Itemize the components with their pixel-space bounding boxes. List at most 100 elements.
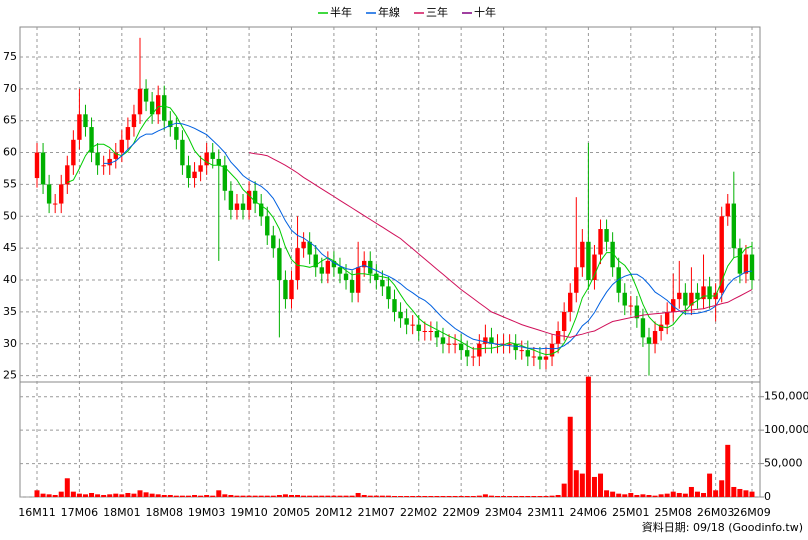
x-tick-label: 23M11 xyxy=(527,506,565,519)
volume-bar xyxy=(579,473,585,497)
candle-body xyxy=(258,203,264,217)
candle-body xyxy=(265,216,270,236)
candle-body xyxy=(283,280,288,300)
volume-bar xyxy=(143,492,149,497)
candle-body xyxy=(410,324,415,326)
candle-body xyxy=(555,331,561,344)
candle-body xyxy=(337,267,343,274)
legend-label: 年線 xyxy=(378,5,400,19)
y-tick-label: 60 xyxy=(3,146,17,159)
candle-body xyxy=(537,356,543,360)
volume-bar xyxy=(652,495,658,497)
footnote: 資料日期: 09/18 (Goodinfo.tw) xyxy=(642,520,803,534)
y2-tick-label: 50,000 xyxy=(764,457,803,470)
volume-bar xyxy=(204,494,210,497)
candle-body xyxy=(252,190,258,204)
legend-label: 三年 xyxy=(426,5,448,19)
x-tick-label: 20M12 xyxy=(315,506,353,519)
candle-body xyxy=(277,248,282,281)
volume-bar xyxy=(616,493,622,497)
volume-bar xyxy=(149,493,155,497)
volume-bar xyxy=(367,495,373,497)
candle-body xyxy=(155,95,161,115)
candle-body xyxy=(519,350,524,352)
candle-body xyxy=(640,318,646,338)
candle-body xyxy=(271,235,276,249)
volume-bar xyxy=(179,495,185,497)
volume-bar xyxy=(507,495,513,497)
candle-body xyxy=(458,343,464,351)
candle-body xyxy=(89,127,94,153)
volume-bar xyxy=(676,492,682,497)
volume-bar xyxy=(282,494,288,497)
y-tick-label: 30 xyxy=(3,337,17,350)
volume-bar xyxy=(113,493,119,497)
volume-bar xyxy=(470,495,476,497)
volume-bar xyxy=(628,492,634,497)
volume-bar xyxy=(410,495,416,497)
legend-label: 十年 xyxy=(474,5,496,19)
volume-bar xyxy=(543,495,549,497)
volume-bar xyxy=(670,491,676,497)
candle-body xyxy=(664,311,670,325)
volume-bar xyxy=(276,494,282,497)
volume-bar xyxy=(701,492,707,497)
candle-body xyxy=(83,114,88,128)
volume-bar xyxy=(95,494,101,497)
volume-bar xyxy=(531,495,537,497)
candle-body xyxy=(301,241,306,249)
volume-bar xyxy=(40,493,46,497)
x-tick-label: 22M09 xyxy=(442,506,480,519)
volume-bar xyxy=(622,494,628,497)
volume-bar xyxy=(549,495,555,497)
x-tick-label: 18M08 xyxy=(145,506,183,519)
volume-bar xyxy=(385,495,391,497)
volume-bar xyxy=(343,495,349,497)
x-tick-label: 17M06 xyxy=(61,506,99,519)
candle-body xyxy=(416,324,421,332)
volume-bar xyxy=(591,476,597,497)
y-tick-label: 25 xyxy=(3,369,17,382)
candle-body xyxy=(46,184,52,204)
candle-body xyxy=(174,127,179,140)
volume-bar xyxy=(355,492,361,497)
volume-bar xyxy=(222,494,228,497)
candle-body xyxy=(107,158,112,166)
candle-body xyxy=(325,260,331,274)
candle-body xyxy=(689,292,694,306)
volume-bar xyxy=(270,495,276,497)
x-tick-label: 25M08 xyxy=(654,506,692,519)
volume-bar xyxy=(688,486,694,497)
candle-body xyxy=(652,331,658,344)
volume-bar xyxy=(119,494,125,497)
candle-body xyxy=(289,280,294,300)
volume-bar xyxy=(379,495,385,497)
volume-bar xyxy=(392,495,397,497)
volume-bar xyxy=(107,494,113,497)
volume-bar xyxy=(173,495,179,497)
volume-bar xyxy=(307,495,313,497)
candle-body xyxy=(131,114,137,128)
candle-body xyxy=(204,152,209,166)
volume-bar xyxy=(64,478,70,497)
candle-body xyxy=(343,273,349,281)
candle-body xyxy=(543,356,549,360)
volume-bar xyxy=(101,494,107,497)
y-tick-label: 55 xyxy=(3,177,17,190)
volume-bar xyxy=(585,376,591,497)
volume-bar xyxy=(458,495,464,497)
volume-bar xyxy=(52,494,58,497)
volume-bar xyxy=(131,493,137,497)
candle-body xyxy=(392,299,397,312)
candle-body xyxy=(622,292,627,306)
volume-bar xyxy=(537,495,543,497)
candle-body xyxy=(604,229,609,242)
candle-body xyxy=(313,254,318,268)
volume-bar xyxy=(155,494,161,497)
volume-bar xyxy=(525,495,531,497)
volume-bar xyxy=(313,495,319,497)
volume-bar xyxy=(373,495,379,497)
candle-body xyxy=(234,203,240,210)
candle-body xyxy=(319,267,324,274)
